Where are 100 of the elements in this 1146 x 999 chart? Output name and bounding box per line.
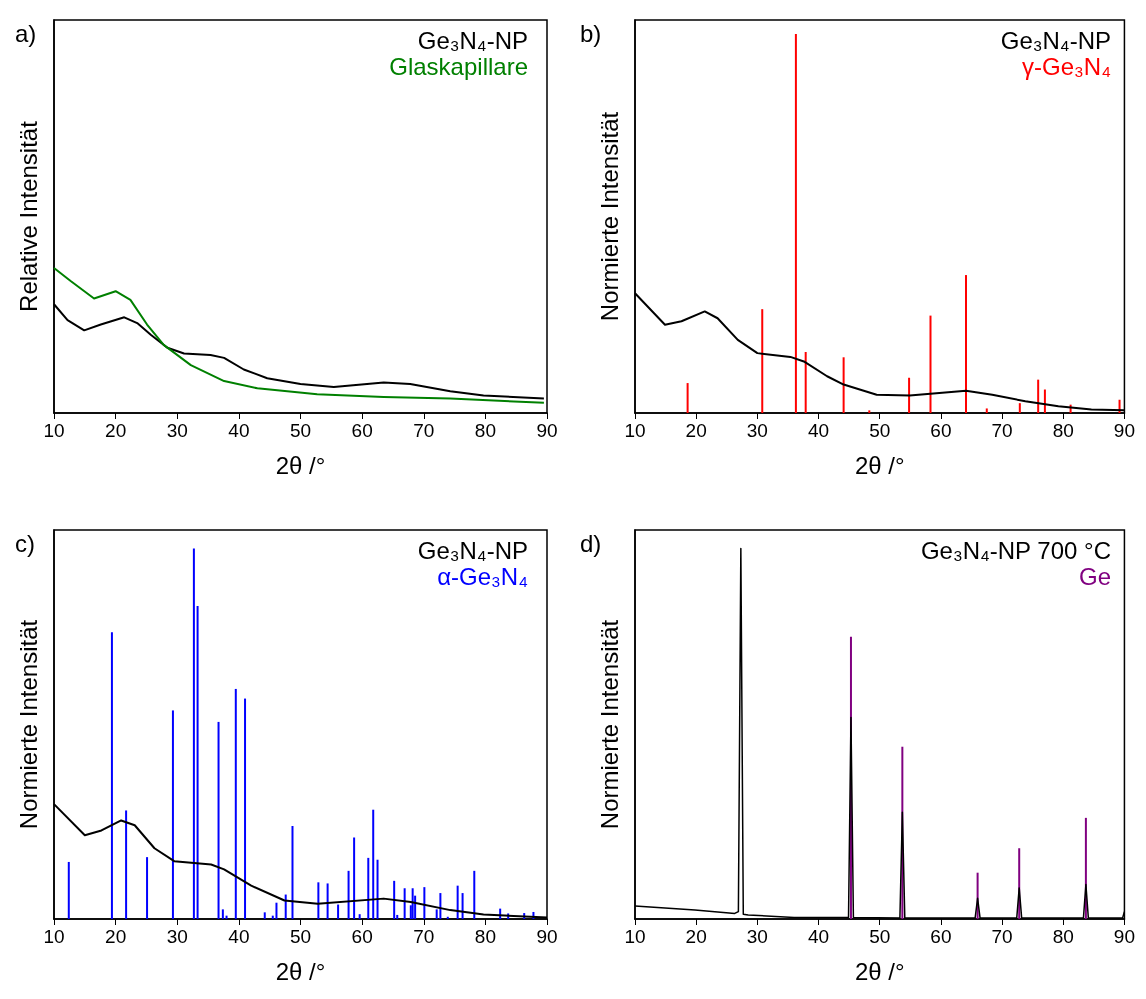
- bar: [393, 880, 396, 919]
- x-tick-label: 60: [930, 420, 952, 441]
- bar: [367, 857, 370, 919]
- x-tick-label: 50: [289, 420, 312, 441]
- bar: [217, 721, 220, 919]
- x-tick-label: 80: [1052, 420, 1074, 441]
- x-axis-title: 2θ /°: [275, 451, 326, 479]
- bar: [221, 909, 224, 919]
- x-tick-label: 20: [105, 926, 127, 947]
- x-tick-label: 90: [536, 420, 558, 441]
- bar: [376, 859, 379, 919]
- bar: [908, 377, 911, 413]
- y-axis-title: Normierte Intensität: [595, 111, 623, 322]
- x-tick-label: 40: [228, 926, 250, 947]
- bar: [804, 351, 807, 413]
- x-tick-label: 90: [1113, 420, 1135, 441]
- bar: [446, 916, 449, 919]
- y-axis-title: Normierte Intensität: [595, 619, 623, 830]
- bar: [291, 826, 294, 919]
- bar: [1018, 403, 1021, 413]
- bar: [146, 857, 149, 919]
- x-tick-label: 20: [105, 420, 127, 441]
- bar: [456, 885, 459, 919]
- bar: [337, 904, 340, 919]
- x-tick-label: 90: [1113, 926, 1135, 947]
- bar: [439, 893, 442, 919]
- chart-title: c): [15, 529, 35, 557]
- bar: [842, 357, 845, 413]
- bar: [171, 710, 174, 919]
- bar: [275, 902, 278, 919]
- x-tick-label: 10: [43, 926, 65, 947]
- x-tick-label: 60: [351, 926, 373, 947]
- x-tick-label: 10: [624, 926, 646, 947]
- x-tick-label: 90: [536, 926, 558, 947]
- bar: [794, 34, 797, 413]
- bar: [372, 809, 375, 919]
- text: Ge: [1078, 562, 1111, 590]
- x-tick-label: 70: [413, 926, 435, 947]
- bar: [125, 810, 128, 919]
- bar: [868, 410, 871, 413]
- bar: [686, 383, 689, 413]
- bar: [423, 887, 426, 919]
- bar: [347, 870, 350, 919]
- bar: [358, 914, 361, 919]
- x-tick-label: 50: [869, 926, 891, 947]
- x-tick-label: 30: [746, 420, 768, 441]
- bar: [473, 870, 476, 919]
- x-tick-label: 50: [869, 420, 891, 441]
- bar: [196, 605, 199, 919]
- bar: [411, 888, 414, 919]
- x-tick-label: 60: [930, 926, 952, 947]
- x-tick-label: 50: [289, 926, 312, 947]
- bar: [284, 894, 287, 919]
- bar: [67, 861, 70, 919]
- bar: [234, 688, 237, 919]
- text: Ge₃N₄-NP 700 °C: [920, 536, 1111, 564]
- x-axis-title: 2θ /°: [275, 957, 326, 985]
- x-tick-label: 40: [807, 420, 830, 441]
- y-axis-title: Normierte Intensität: [14, 619, 42, 830]
- x-tick-label: 30: [746, 926, 768, 947]
- text: γ-Ge₃N₄: [1022, 52, 1111, 80]
- x-tick-label: 40: [807, 926, 830, 947]
- x-tick-label: 60: [351, 420, 373, 441]
- bar: [964, 275, 967, 413]
- x-tick-label: 40: [228, 420, 250, 441]
- bar: [326, 883, 329, 919]
- x-tick-label: 70: [991, 926, 1013, 947]
- bar: [353, 837, 356, 919]
- x-tick-label: 10: [624, 420, 646, 441]
- chart-title: a): [15, 19, 37, 47]
- x-tick-label: 80: [474, 420, 496, 441]
- chart-title: d): [580, 529, 602, 557]
- chart-title: b): [580, 19, 602, 47]
- x-tick-label: 10: [43, 420, 65, 441]
- x-tick-label: 30: [166, 420, 188, 441]
- x-tick-label: 20: [685, 926, 707, 947]
- x-tick-label: 30: [166, 926, 188, 947]
- bar: [461, 893, 464, 919]
- bar: [110, 632, 113, 919]
- text: α-Ge₃N₄: [437, 562, 528, 590]
- y-axis-title: Relative Intensität: [14, 120, 42, 312]
- x-tick-label: 80: [474, 926, 496, 947]
- x-tick-label: 20: [685, 420, 707, 441]
- x-tick-label: 70: [413, 420, 435, 441]
- bar: [1037, 379, 1040, 413]
- x-tick-label: 70: [991, 420, 1013, 441]
- text: Ge₃N₄-NP: [1000, 26, 1111, 54]
- bar: [403, 888, 406, 919]
- bar: [192, 548, 195, 919]
- text: Ge₃N₄-NP: [417, 26, 528, 54]
- bar: [929, 315, 932, 413]
- text: Glaskapillare: [389, 52, 528, 80]
- bar: [263, 912, 266, 919]
- bar: [761, 309, 764, 413]
- text: Ge₃N₄-NP: [417, 536, 528, 564]
- x-tick-label: 80: [1052, 926, 1074, 947]
- x-axis-title: 2θ /°: [854, 957, 905, 985]
- x-axis-title: 2θ /°: [854, 451, 905, 479]
- bar: [317, 882, 320, 919]
- bar: [244, 698, 247, 919]
